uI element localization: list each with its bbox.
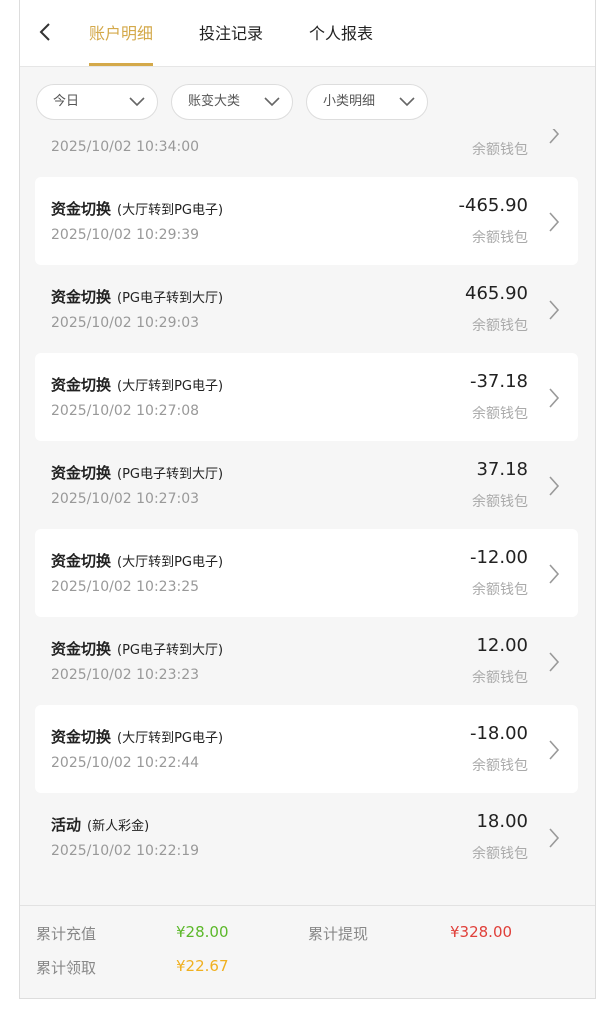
record-detail: (PG电子转到大厅) [117,467,224,482]
record-row[interactable]: 资金切换 (PG电子转到大厅) 2025/10/02 10:27:03 37.18 余额… [35,441,578,529]
record-time: 2025/10/02 10:22:19 [51,843,200,859]
record-type: 资金切换 [51,464,112,482]
record-title: 资金切换 (PG电子转到大厅) [51,286,223,307]
tab[interactable]: 投注记录 [199,24,264,43]
record-row[interactable]: 资金切换 (PG电子转到大厅) 2025/10/02 10:23:23 12.00 余额… [35,617,578,705]
record-type: 资金切换 [51,376,112,394]
chevron [549,828,560,848]
record-detail: (大厅转到PG电子) [117,203,224,218]
filter-label: 账变大类 [188,94,241,109]
filter-label: 小类明细 [323,94,376,109]
record-title: 资金切换 (大厅转到PG电子) [51,550,223,571]
chevron [549,564,560,584]
back-button[interactable] [38,22,52,42]
filter[interactable]: 小类明细 [306,84,428,120]
tab[interactable]: 个人报表 [309,24,374,43]
record-detail: (大厅转到PG电子) [117,555,224,570]
record-amount: 465.90 [465,283,528,304]
filter-label: 今日 [53,94,80,109]
record-title: 资金切换 (PG电子转到大厅) [51,462,223,483]
record-row[interactable]: 资金切换 (大厅转到PG电子) 2025/10/02 10:23:25 -12.00 余… [35,529,578,617]
record-amount: -18.00 [469,723,528,744]
record-wallet: 余额钱包 [472,670,528,686]
record-time: 2025/10/02 10:29:39 [51,227,200,243]
record-amount: -12.00 [469,547,528,568]
record-time: 2025/10/02 10:34:00 [51,139,200,155]
filter[interactable]: 账变大类 [171,84,293,120]
filter-bar: 今日 账变大类 小类明细 [20,67,595,129]
record-time: 2025/10/02 10:23:23 [51,667,200,683]
record-time: 2025/10/02 10:23:25 [51,579,200,595]
record-detail: (新人彩金) [87,819,150,834]
dropdown-icon [399,97,415,107]
summary-value: ¥328.00 [450,923,513,941]
record-detail: (大厅转到PG电子) [117,379,224,394]
record-title: 资金切换 (大厅转到PG电子) [51,726,223,747]
record-wallet: 余额钱包 [472,758,528,774]
chevron [549,476,560,496]
record-list: 2025/10/02 10:34:00 余额钱包 资金切换 (大厅转到PG电子) 202… [20,129,595,905]
header: 账户明细 投注记录 个人报表 [20,0,595,67]
record-wallet: 余额钱包 [472,230,528,246]
chevron [549,129,560,144]
record-time: 2025/10/02 10:29:03 [51,315,200,331]
record-row[interactable]: 资金切换 (大厅转到PG电子) 2025/10/02 10:22:44 -18.00 余… [35,705,578,793]
record-time: 2025/10/02 10:27:03 [51,491,200,507]
record-row[interactable]: 资金切换 (大厅转到PG电子) 2025/10/02 10:27:08 -37.18 余… [35,353,578,441]
tab-indicator [89,63,153,66]
record-type: 资金切换 [51,640,112,658]
record-detail: (大厅转到PG电子) [117,731,224,746]
chevron [549,388,560,408]
summary: 累计充值 ¥28.00 累计提现 ¥328.00 累计领取 ¥22.67 [20,905,595,998]
record-title: 资金切换 (大厅转到PG电子) [51,374,223,395]
record-title: 资金切换 (大厅转到PG电子) [51,198,223,219]
record-type: 资金切换 [51,728,112,746]
chevron [549,300,560,320]
record-amount: 37.18 [476,459,528,480]
record-title: 资金切换 (PG电子转到大厅) [51,638,223,659]
record-wallet: 余额钱包 [472,406,528,422]
record-detail: (PG电子转到大厅) [117,291,224,306]
summary-label: 累计领取 [36,959,97,977]
summary-value: ¥28.00 [176,923,229,941]
record-row[interactable]: 2025/10/02 10:34:00 余额钱包 [35,129,578,177]
summary-label: 累计提现 [308,925,369,943]
record-row[interactable]: 活动 (新人彩金) 2025/10/02 10:22:19 18.00 余额钱包 [35,793,578,881]
filter[interactable]: 今日 [36,84,158,120]
summary-value: ¥22.67 [176,957,229,975]
screen: 账户明细 投注记录 个人报表 今日 账变大类 小类明细 2025/10/02 1… [19,0,596,999]
summary-label: 累计充值 [36,925,97,943]
tab[interactable]: 账户明细 [89,24,154,43]
record-row[interactable]: 资金切换 (PG电子转到大厅) 2025/10/02 10:29:03 465.90 余… [35,265,578,353]
record-row[interactable]: 资金切换 (大厅转到PG电子) 2025/10/02 10:29:39 -465.90… [35,177,578,265]
record-wallet: 余额钱包 [472,582,528,598]
record-wallet: 余额钱包 [472,846,528,862]
record-amount: 18.00 [476,811,528,832]
record-amount: -465.90 [458,195,528,216]
record-amount: -37.18 [469,371,528,392]
record-type: 资金切换 [51,200,112,218]
chevron [549,212,560,232]
record-wallet: 余额钱包 [472,494,528,510]
record-type: 资金切换 [51,288,112,306]
chevron [549,740,560,760]
record-time: 2025/10/02 10:27:08 [51,403,200,419]
record-detail: (PG电子转到大厅) [117,643,224,658]
record-time: 2025/10/02 10:22:44 [51,755,200,771]
record-title: 活动 (新人彩金) [51,814,149,835]
record-type: 活动 [51,816,82,834]
dropdown-icon [264,97,280,107]
record-amount: 12.00 [476,635,528,656]
record-wallet: 余额钱包 [472,142,528,158]
dropdown-icon [129,97,145,107]
record-type: 资金切换 [51,552,112,570]
record-wallet: 余额钱包 [472,318,528,334]
chevron [549,652,560,672]
